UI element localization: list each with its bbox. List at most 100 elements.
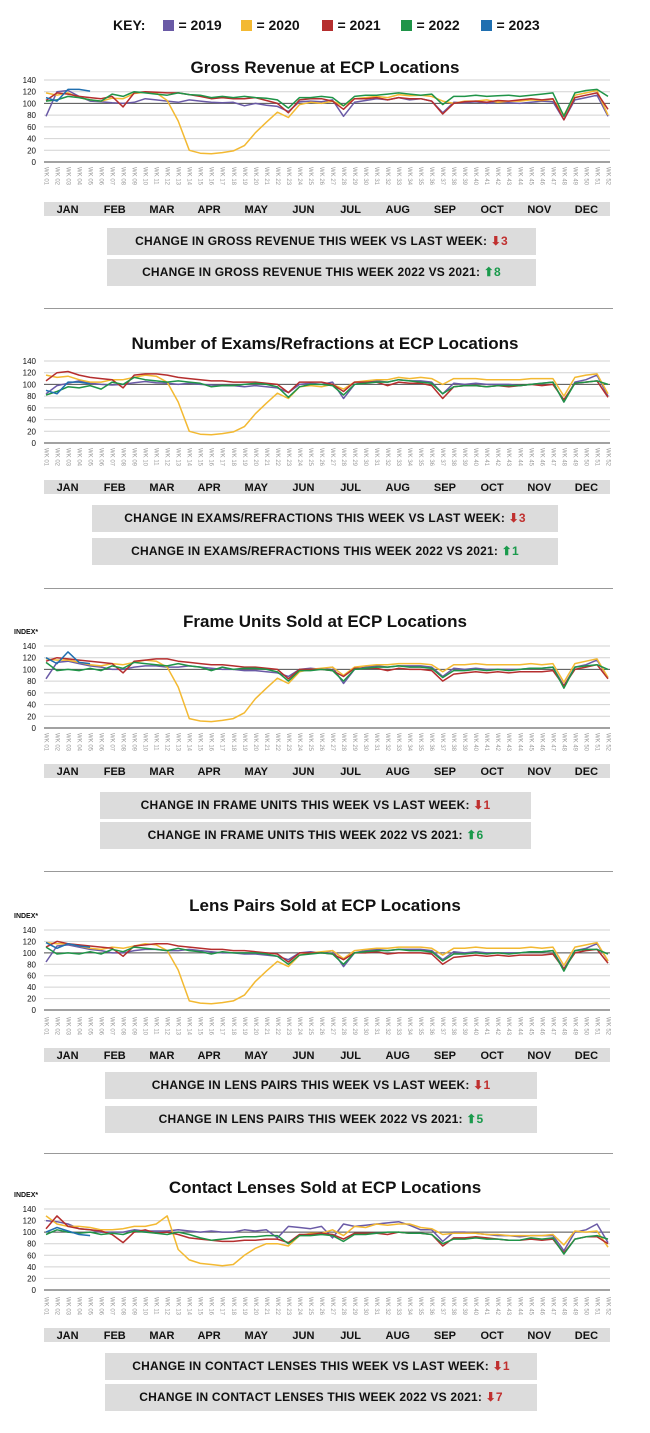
- y-tick-label: 80: [27, 1240, 36, 1249]
- y-tick-label: 140: [23, 642, 37, 651]
- week-tick-label: WK 08: [120, 1017, 126, 1036]
- week-tick-label: WK 19: [241, 733, 247, 752]
- week-tick-label: WK 13: [175, 733, 181, 752]
- y-tick-label: 100: [23, 1228, 37, 1237]
- week-tick-label: WK 02: [53, 448, 59, 467]
- y-tick-label: 40: [27, 1263, 36, 1272]
- week-tick-label: WK 28: [340, 167, 346, 186]
- week-tick-label: WK 35: [417, 448, 423, 467]
- week-tick-label: WK 33: [395, 167, 401, 186]
- series-line-2023: [45, 88, 91, 102]
- week-tick-label: WK 22: [274, 1017, 280, 1036]
- legend-text-2021: = 2021: [337, 17, 381, 33]
- y-tick-label: 140: [23, 76, 37, 85]
- stat-text: CHANGE IN FRAME UNITS THIS WEEK 2022 VS …: [147, 828, 463, 842]
- week-tick-label: WK 49: [571, 448, 577, 467]
- y-tick-label: 120: [23, 1217, 37, 1226]
- y-tick-label: 60: [27, 404, 36, 413]
- week-tick-label: WK 26: [318, 448, 324, 467]
- stat-gross-revenue-year: CHANGE IN GROSS REVENUE THIS WEEK 2022 V…: [107, 259, 536, 286]
- month-label: FEB: [104, 1050, 126, 1062]
- week-tick-label: WK 07: [109, 733, 115, 752]
- month-label: NOV: [527, 1050, 552, 1062]
- y-tick-label: 40: [27, 983, 36, 992]
- week-tick-label: WK 40: [472, 167, 478, 186]
- y-tick-label: 20: [27, 995, 36, 1004]
- week-tick-label: WK 14: [186, 448, 192, 467]
- stat-arrow-up-icon: ⬆: [483, 265, 495, 279]
- week-tick-label: WK 23: [285, 733, 291, 752]
- week-tick-label: WK 42: [494, 1017, 500, 1036]
- y-tick-label: 20: [27, 712, 36, 721]
- section-divider: [44, 308, 613, 309]
- y-tick-label: 120: [23, 937, 37, 946]
- week-tick-label: WK 41: [483, 448, 489, 467]
- month-label: APR: [197, 1330, 220, 1342]
- y-tick-label: 60: [27, 1251, 36, 1260]
- week-tick-label: WK 15: [197, 167, 203, 186]
- week-tick-label: WK 17: [219, 733, 225, 752]
- week-tick-label: WK 36: [428, 733, 434, 752]
- stat-text: CHANGE IN CONTACT LENSES THIS WEEK 2022 …: [139, 1390, 483, 1404]
- stat-arrow-down-icon: ⬇: [473, 798, 484, 812]
- stat-arrow-down-icon: ⬇: [508, 511, 519, 525]
- week-tick-label: WK 52: [604, 733, 610, 752]
- stat-value: 6: [476, 828, 484, 842]
- month-label: MAY: [245, 482, 269, 494]
- week-tick-label: WK 11: [153, 1017, 159, 1035]
- week-tick-label: WK 20: [252, 1017, 258, 1036]
- month-label: MAR: [149, 766, 174, 778]
- week-tick-label: WK 46: [538, 167, 544, 186]
- week-tick-label: WK 51: [593, 167, 599, 186]
- month-label: JAN: [57, 482, 79, 494]
- week-tick-label: WK 19: [241, 1017, 247, 1036]
- stat-value: 5: [476, 1112, 484, 1126]
- chart-title: Number of Exams/Refractions at ECP Locat…: [131, 334, 518, 353]
- week-tick-label: WK 44: [516, 448, 522, 467]
- week-tick-label: WK 51: [593, 1297, 599, 1316]
- week-tick-label: WK 37: [439, 167, 445, 186]
- month-label: SEP: [434, 766, 456, 778]
- week-tick-label: WK 07: [109, 1017, 115, 1036]
- week-tick-label: WK 30: [362, 167, 368, 186]
- week-tick-label: WK 34: [406, 733, 412, 752]
- week-tick-label: WK 25: [307, 448, 313, 467]
- legend-text-2022: = 2022: [416, 17, 460, 33]
- y-tick-label: 140: [23, 926, 37, 935]
- week-tick-label: WK 29: [351, 448, 357, 467]
- week-tick-label: WK 35: [417, 733, 423, 752]
- stat-lens-pairs-week: CHANGE IN LENS PAIRS THIS WEEK VS LAST W…: [105, 1072, 537, 1099]
- series-line-2022: [45, 946, 609, 972]
- stat-value: 1: [502, 1359, 510, 1373]
- week-tick-label: WK 44: [516, 1017, 522, 1036]
- week-tick-label: WK 46: [538, 1017, 544, 1036]
- week-tick-label: WK 37: [439, 733, 445, 752]
- chart-frames: Frame Units Sold at ECP Locations INDEX* 0…: [14, 612, 610, 778]
- chart-contact-lenses: Contact Lenses Sold at ECP Locations INDE…: [14, 1178, 610, 1342]
- stat-arrow-down-icon: ⬇: [492, 1359, 503, 1373]
- chart-lens-pairs: Lens Pairs Sold at ECP Locations INDEX* 0 2…: [14, 896, 610, 1062]
- y-tick-label: 60: [27, 123, 36, 132]
- week-tick-label: WK 34: [406, 448, 412, 467]
- month-label: AUG: [386, 204, 410, 216]
- week-tick-label: WK 40: [472, 1017, 478, 1036]
- week-tick-label: WK 09: [131, 733, 137, 752]
- month-label: OCT: [480, 204, 504, 216]
- week-tick-label: WK 04: [75, 167, 81, 186]
- stat-text: CHANGE IN EXAMS/REFRACTIONS THIS WEEK 20…: [131, 544, 499, 558]
- week-tick-label: WK 27: [329, 167, 335, 186]
- legend-text-2020: = 2020: [256, 17, 300, 33]
- chart-title: Frame Units Sold at ECP Locations: [183, 612, 467, 631]
- week-tick-label: WK 32: [384, 1017, 390, 1036]
- panel-exams: Number of Exams/Refractions at ECP Locat…: [0, 328, 650, 573]
- week-tick-label: WK 47: [549, 448, 555, 467]
- week-tick-label: WK 46: [538, 733, 544, 752]
- series-line-2022: [45, 661, 609, 689]
- week-tick-label: WK 24: [296, 448, 302, 467]
- stat-exams-year: CHANGE IN EXAMS/REFRACTIONS THIS WEEK 20…: [92, 538, 558, 565]
- y-tick-label: 60: [27, 689, 36, 698]
- week-tick-label: WK 18: [230, 733, 236, 752]
- week-tick-label: WK 16: [208, 733, 214, 752]
- week-tick-label: WK 15: [197, 1297, 203, 1316]
- week-tick-label: WK 32: [384, 1297, 390, 1316]
